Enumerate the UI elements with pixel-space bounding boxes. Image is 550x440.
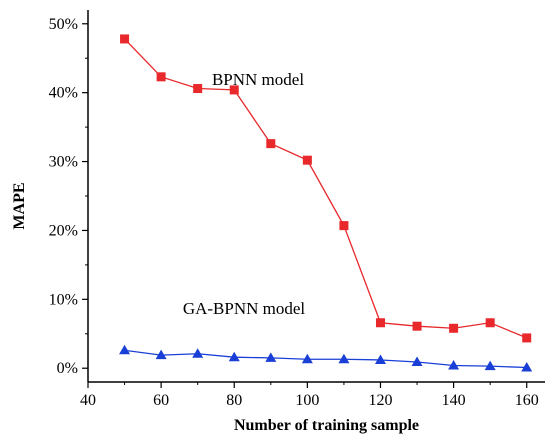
y-tick-label: 40% bbox=[49, 85, 78, 102]
x-tick-label: 80 bbox=[226, 392, 242, 409]
ga-bpnn-data-point bbox=[119, 344, 131, 355]
bpnn-data-point bbox=[193, 84, 203, 94]
ga-bpnn-data-point bbox=[521, 362, 533, 372]
bpnn-series-label: BPNN model bbox=[212, 70, 304, 89]
bpnn-data-point bbox=[120, 34, 130, 44]
ga-bpnn-data-point bbox=[411, 356, 423, 367]
ga-bpnn-data-point bbox=[155, 349, 167, 360]
ga-bpnn-series-line bbox=[124, 349, 527, 369]
ticks: 0% 10% 20% 30% 40% 50% 40 60 80 100 120 140 160 bbox=[49, 16, 539, 409]
ga-bpnn-data-point bbox=[338, 353, 350, 364]
bpnn-data-point bbox=[449, 323, 459, 333]
ga-bpnn-data-point bbox=[484, 360, 496, 371]
bpnn-data-point bbox=[302, 155, 312, 165]
x-tick-label: 160 bbox=[515, 392, 539, 409]
y-axis-title: MAPE bbox=[11, 182, 28, 229]
bpnn-data-point bbox=[522, 333, 532, 343]
axes bbox=[87, 10, 545, 383]
x-axis-title: Number of training sample bbox=[234, 417, 419, 434]
x-tick-label: 40 bbox=[80, 392, 96, 409]
x-tick-label: 60 bbox=[153, 392, 169, 409]
bpnn-data-point bbox=[229, 85, 239, 95]
bpnn-data-point bbox=[485, 318, 495, 328]
bpnn-data-point bbox=[339, 221, 349, 231]
ga-bpnn-data-point bbox=[265, 352, 277, 362]
y-tick-label: 50% bbox=[49, 16, 78, 33]
x-tick-label: 140 bbox=[442, 392, 466, 409]
bpnn-data-point bbox=[156, 72, 166, 82]
ga-bpnn-series-label: GA-BPNN model bbox=[183, 299, 306, 318]
y-tick-label: 0% bbox=[57, 360, 78, 377]
ga-bpnn-data-point bbox=[192, 348, 204, 358]
ga-bpnn-data-point bbox=[374, 354, 386, 364]
ga-bpnn-data-point bbox=[448, 359, 460, 370]
bpnn-data-point bbox=[375, 318, 385, 328]
x-tick-label: 120 bbox=[368, 392, 392, 409]
ga-bpnn-data-point bbox=[301, 353, 313, 364]
x-tick-label: 100 bbox=[295, 392, 319, 409]
bpnn-data-point bbox=[266, 139, 276, 149]
y-tick-label: 20% bbox=[49, 222, 78, 239]
series bbox=[119, 34, 533, 372]
ga-bpnn-data-point bbox=[228, 351, 240, 362]
y-tick-label: 30% bbox=[49, 154, 78, 171]
bpnn-data-point bbox=[412, 321, 422, 331]
bpnn-series-line bbox=[124, 38, 527, 339]
y-tick-label: 10% bbox=[49, 291, 78, 308]
